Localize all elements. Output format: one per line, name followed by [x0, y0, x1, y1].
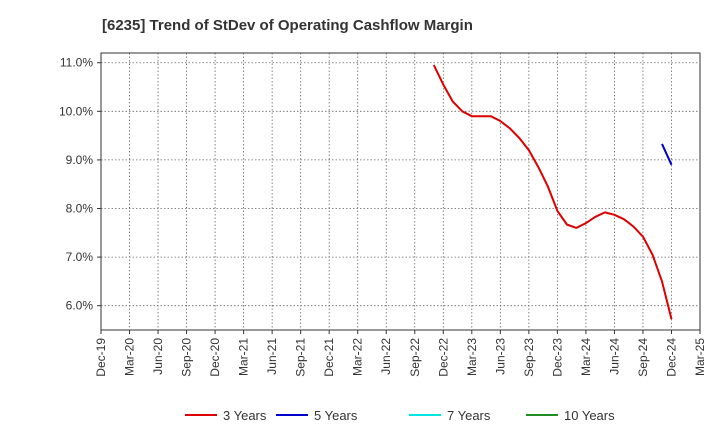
x-tick-label: Sep-22 [408, 338, 422, 377]
legend-label: 3 Years [223, 408, 267, 423]
y-axis: 6.0% 7.0% 8.0% 9.0% 10.0% 11.0% [59, 56, 101, 313]
y-tick-label: 6.0% [66, 299, 94, 313]
x-tick-label: Mar-25 [693, 338, 707, 376]
x-tick-label: Dec-21 [322, 338, 336, 377]
x-tick-label: Mar-23 [465, 338, 479, 376]
x-tick-label: Jun-20 [151, 338, 165, 375]
x-tick-label: Sep-24 [636, 338, 650, 377]
x-tick-label: Jun-24 [607, 338, 621, 375]
series-line-3-years [432, 64, 673, 320]
y-tick-label: 10.0% [59, 104, 93, 118]
x-tick-label: Mar-22 [351, 338, 365, 376]
y-tick-label: 11.0% [60, 56, 93, 70]
x-tick-label: Dec-24 [664, 338, 678, 377]
plot-series [432, 64, 673, 320]
x-tick-label: Jun-22 [379, 338, 393, 375]
x-axis: Dec-19 Mar-20 Jun-20 Sep-20 Dec-20 Mar-21 Jun-… [94, 330, 707, 377]
y-tick-label: 7.0% [66, 250, 94, 264]
x-tick-label: Jun-21 [265, 338, 279, 375]
x-tick-label: Jun-23 [493, 338, 507, 375]
x-tick-label: Mar-20 [123, 338, 137, 376]
x-tick-label: Mar-21 [237, 338, 251, 376]
x-tick-label: Dec-20 [208, 338, 222, 377]
x-tick-label: Sep-21 [294, 338, 308, 377]
x-tick-label: Dec-22 [436, 338, 450, 377]
legend-label: 10 Years [564, 408, 615, 423]
x-tick-label: Dec-19 [94, 338, 108, 377]
chart-title: [6235] Trend of StDev of Operating Cashf… [102, 17, 473, 34]
y-tick-label: 8.0% [66, 202, 94, 216]
legend: 3 Years 5 Years 7 Years 10 Years [185, 408, 615, 423]
grid [100, 53, 701, 330]
y-tick-label: 9.0% [66, 153, 94, 167]
x-tick-label: Mar-24 [579, 338, 593, 376]
plot-frame [100, 52, 701, 331]
legend-label: 5 Years [314, 408, 358, 423]
x-tick-label: Sep-20 [180, 338, 194, 377]
x-tick-label: Sep-23 [522, 338, 536, 377]
legend-label: 7 Years [447, 408, 491, 423]
series-line-5-years [661, 143, 673, 166]
x-tick-label: Dec-23 [550, 338, 564, 377]
